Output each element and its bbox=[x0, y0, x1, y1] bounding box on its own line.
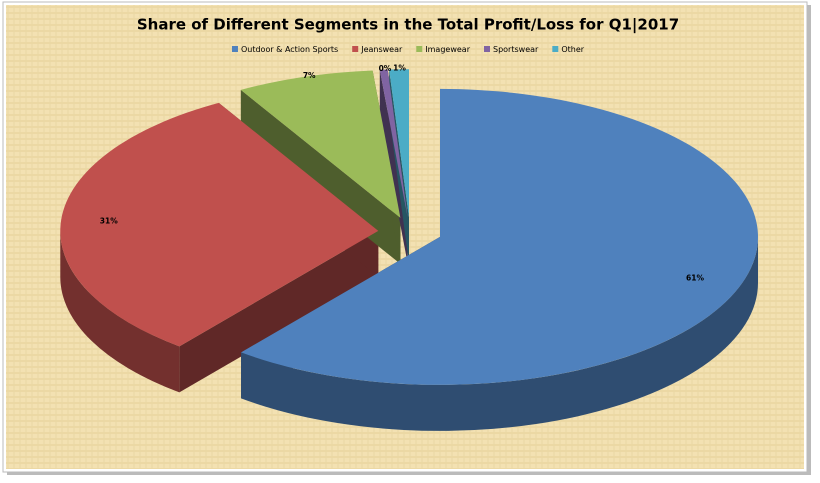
pie-slice bbox=[60, 102, 379, 347]
slice-side bbox=[60, 230, 180, 393]
pie-tops bbox=[60, 69, 759, 385]
legend-swatch bbox=[416, 46, 423, 52]
data-label: 31% bbox=[100, 216, 118, 225]
pie-slice bbox=[389, 69, 410, 218]
data-label: 1% bbox=[393, 64, 406, 73]
pie-slice bbox=[240, 70, 401, 218]
legend-label: Imagewear bbox=[425, 45, 470, 54]
data-label: 7% bbox=[303, 71, 316, 80]
pie-slice bbox=[241, 88, 759, 385]
legend-swatch bbox=[352, 46, 359, 52]
legend-label: Other bbox=[561, 45, 584, 54]
pie-slice bbox=[379, 69, 408, 218]
slice-cut-face bbox=[379, 69, 408, 264]
legend-swatch bbox=[231, 46, 238, 52]
chart-title: Share of Different Segments in the Total… bbox=[137, 16, 679, 35]
legend-label: Outdoor & Action Sports bbox=[241, 45, 338, 54]
data-labels: 61% 31% 7% 0% 1% bbox=[100, 64, 705, 283]
legend: Outdoor & Action Sports Jeanswear Imagewea… bbox=[231, 45, 585, 54]
legend-label: Sportswear bbox=[493, 45, 539, 54]
slice-side bbox=[241, 236, 759, 431]
legend-swatch bbox=[484, 46, 490, 52]
slice-cut-face bbox=[179, 230, 379, 393]
data-label: 0% bbox=[379, 64, 392, 73]
data-label: 61% bbox=[686, 274, 704, 283]
legend-label: Jeanswear bbox=[360, 45, 403, 54]
legend-swatch bbox=[552, 46, 559, 52]
